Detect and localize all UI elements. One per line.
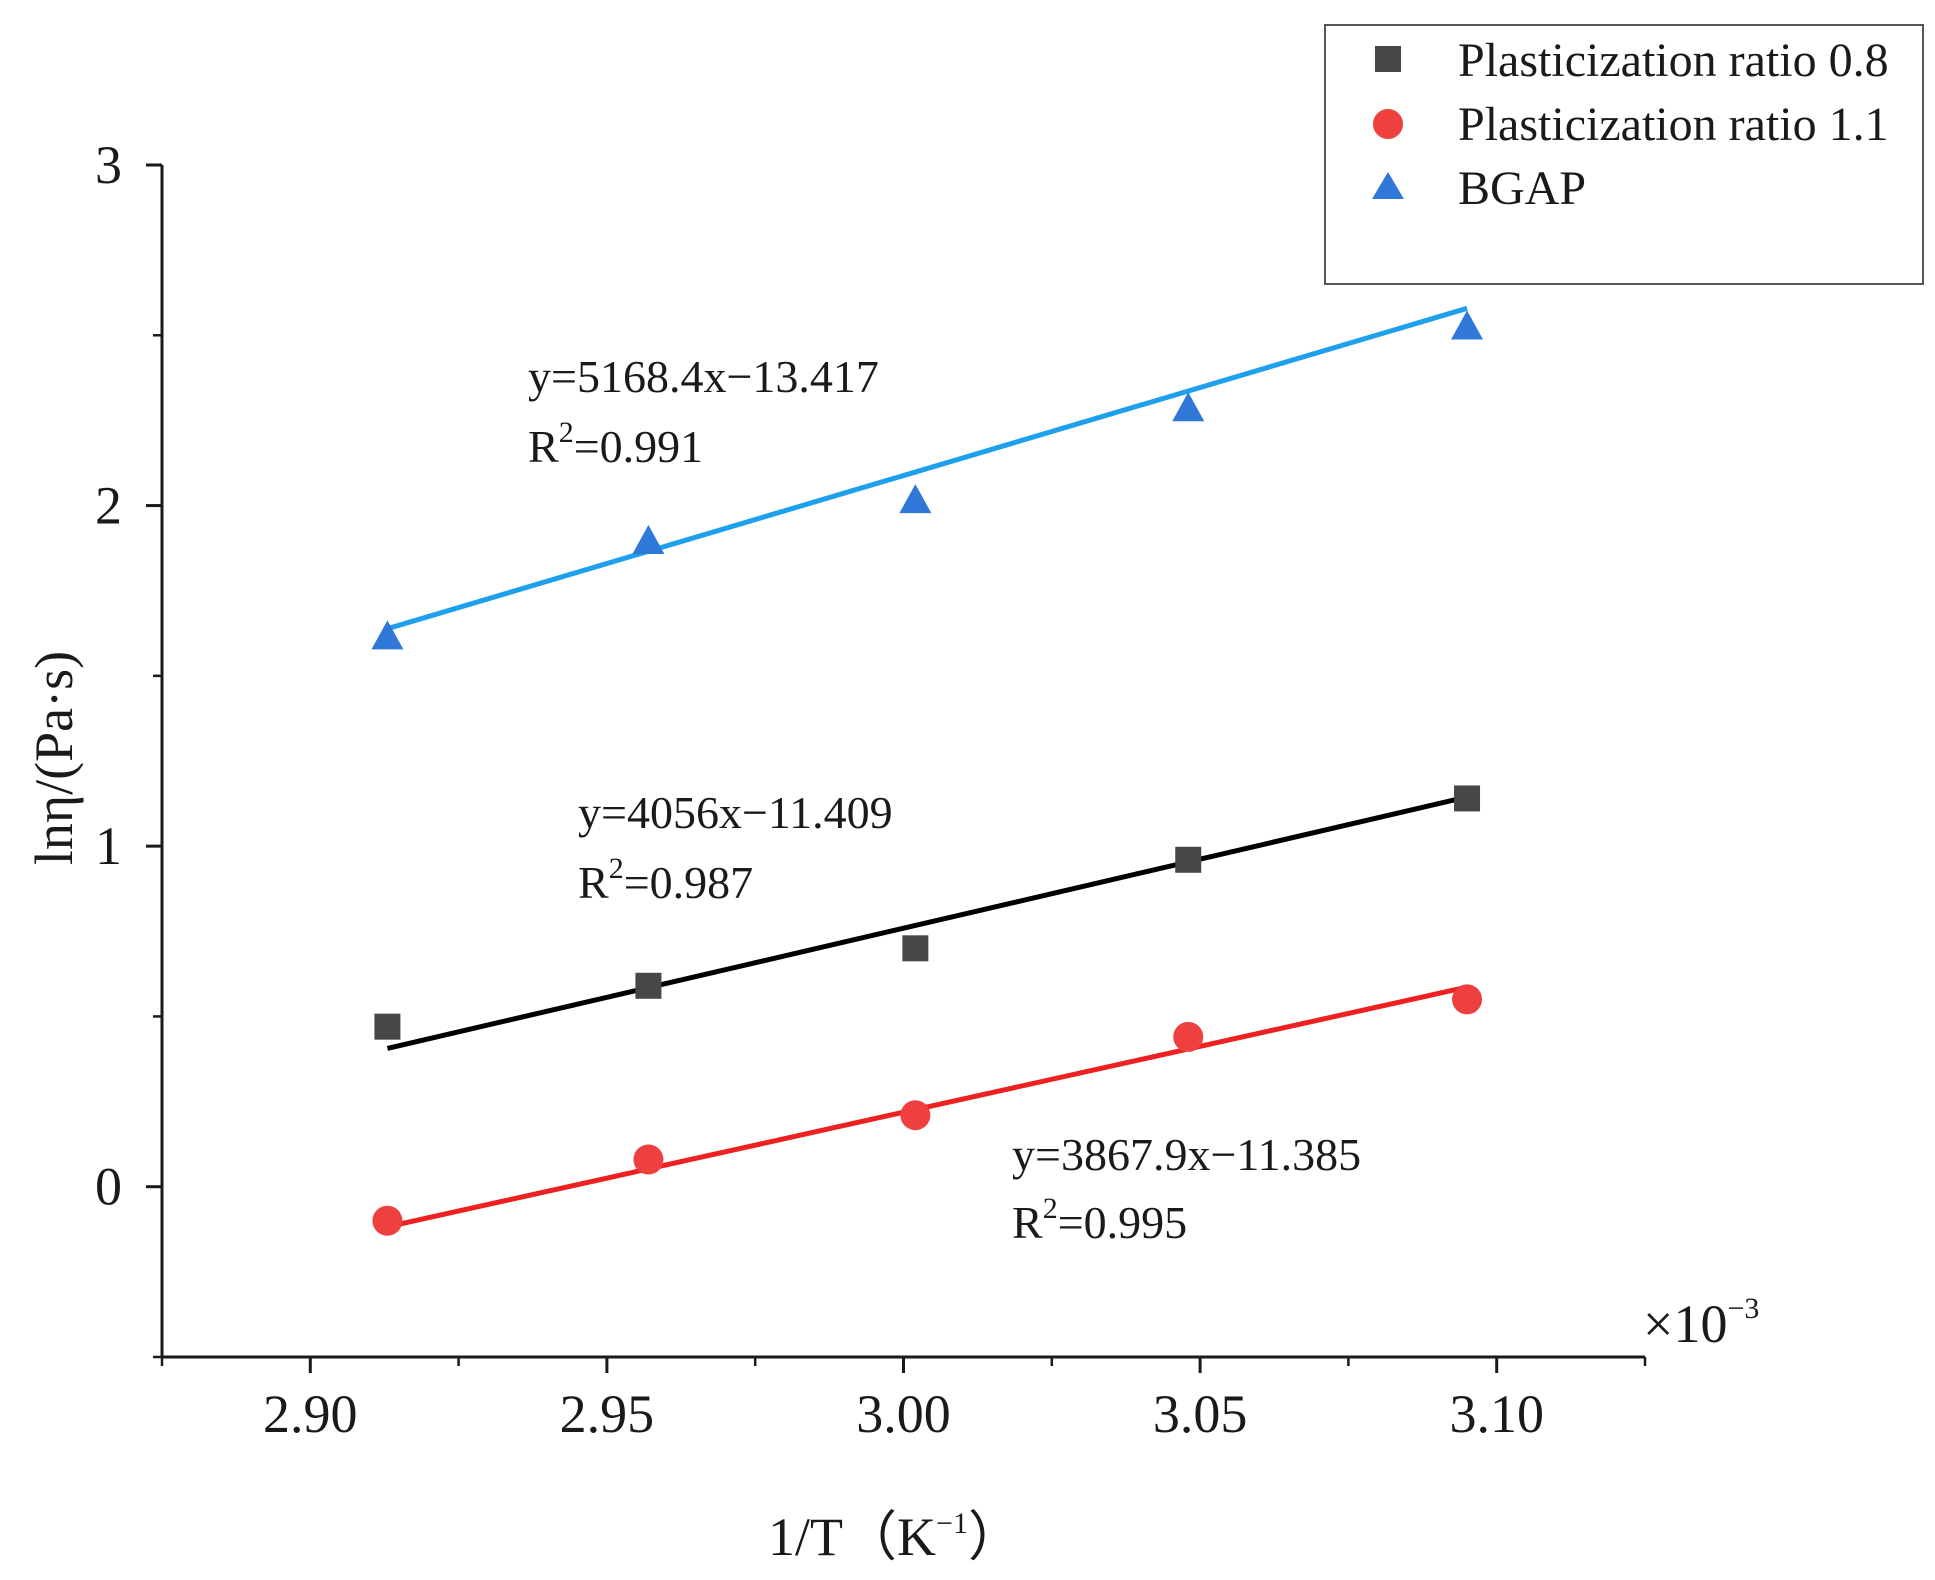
legend-circle-icon [1373, 109, 1403, 139]
point-bgap [632, 525, 665, 555]
r2-ratio-08: R2=0.987 [578, 852, 753, 908]
y-tick-label: 3 [95, 135, 122, 195]
legend-label-ratio-11: Plasticization ratio 1.1 [1458, 98, 1889, 151]
point-bgap [899, 484, 932, 514]
x-tick-label: 3.10 [1449, 1384, 1544, 1444]
point-ratio-11 [633, 1144, 664, 1175]
y-tick-label: 0 [95, 1157, 122, 1217]
tick-labels: 2.90 2.95 3.00 3.05 3.10 0 1 2 3 [95, 135, 1544, 1444]
point-ratio-08 [635, 972, 662, 999]
x-multiplier: ×10−3 [1643, 1292, 1759, 1354]
legend-label-ratio-08: Plasticization ratio 0.8 [1458, 34, 1889, 87]
annotation-ratio-11: y=3867.9x−11.385 R2=0.995 [1012, 1129, 1361, 1248]
point-ratio-11 [372, 1205, 403, 1236]
annotation-ratio-08: y=4056x−11.409 R2=0.987 [578, 787, 893, 908]
point-ratio-08 [1175, 846, 1202, 873]
point-ratio-08 [902, 935, 929, 962]
point-bgap [371, 620, 404, 650]
r2-bgap: R2=0.991 [528, 416, 703, 472]
r2-ratio-11: R2=0.995 [1012, 1192, 1187, 1248]
data-markers [371, 310, 1484, 1236]
legend-label-bgap: BGAP [1458, 162, 1586, 215]
x-tick-label: 3.00 [856, 1384, 951, 1444]
fit-line-ratio-08 [386, 794, 1468, 1051]
equation-bgap: y=5168.4x−13.417 [528, 351, 879, 402]
point-ratio-08 [1454, 785, 1481, 812]
point-bgap [1172, 392, 1205, 422]
point-bgap [1451, 310, 1484, 340]
x-tick-label: 2.90 [263, 1384, 358, 1444]
annotation-bgap: y=5168.4x−13.417 R2=0.991 [528, 351, 879, 472]
point-ratio-11 [1173, 1021, 1204, 1052]
legend-box [1324, 24, 1924, 285]
y-axis-title: lnη/(Pa·s) [24, 651, 84, 865]
y-tick-label: 2 [95, 476, 122, 536]
legend: Plasticization ratio 0.8 Plasticization … [1324, 24, 1924, 285]
equation-ratio-11: y=3867.9x−11.385 [1012, 1129, 1361, 1180]
x-tick-label: 3.05 [1153, 1384, 1248, 1444]
y-tick-label: 1 [95, 816, 122, 876]
fit-line-bgap [386, 305, 1468, 632]
axis-ticks [146, 163, 1647, 1373]
x-axis-title: 1/T（K−1） [768, 1507, 1022, 1567]
equation-ratio-08: y=4056x−11.409 [578, 787, 893, 838]
point-ratio-11 [900, 1100, 931, 1131]
legend-square-icon [1375, 46, 1401, 72]
point-ratio-11 [1452, 984, 1483, 1015]
point-ratio-08 [374, 1013, 401, 1040]
legend-triangle-icon [1372, 172, 1404, 199]
x-tick-label: 2.95 [560, 1384, 655, 1444]
